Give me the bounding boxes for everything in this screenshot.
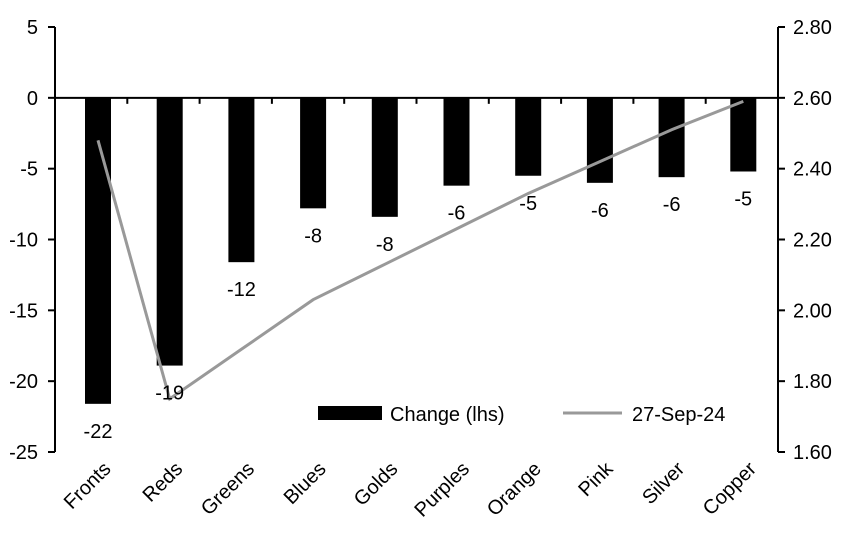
data-label: -8 <box>304 225 322 247</box>
left-tick-label: 0 <box>27 88 38 110</box>
bar-copper <box>730 97 757 172</box>
x-tick-label: Blues <box>280 458 331 509</box>
x-tick-label: Copper <box>699 458 761 520</box>
legend-bar-swatch <box>318 406 382 420</box>
right-tick-label: 2.80 <box>793 17 832 39</box>
right-tick-label: 2.00 <box>793 300 832 322</box>
left-tick-label: -20 <box>9 371 38 393</box>
right-tick-label: 2.60 <box>793 88 832 110</box>
x-tick-label: Fronts <box>60 458 116 514</box>
legend: Change (lhs) 27-Sep-24 <box>318 404 725 426</box>
bar-golds <box>371 97 398 217</box>
left-tick-label: -10 <box>9 230 38 252</box>
left-tick-label: -5 <box>20 159 38 181</box>
x-tick-label: Greens <box>197 458 259 520</box>
bar-blues <box>300 97 327 209</box>
x-tick-label: Reds <box>139 458 188 507</box>
left-tick-label: 5 <box>27 17 38 39</box>
bar-greens <box>228 97 255 263</box>
left-tick-label: -25 <box>9 442 38 464</box>
left-tick-label: -15 <box>9 300 38 322</box>
data-label: -8 <box>376 234 394 256</box>
bar-silver <box>658 97 685 178</box>
legend-bar-label: Change (lhs) <box>390 404 505 426</box>
data-label: -6 <box>663 194 681 216</box>
bar-purples <box>443 97 470 186</box>
data-label: -6 <box>448 203 466 225</box>
x-tick-label: Golds <box>350 458 403 511</box>
legend-line-label: 27-Sep-24 <box>632 404 725 426</box>
x-tick-label: Orange <box>483 458 546 521</box>
x-tick-label: Purples <box>411 458 475 522</box>
bar-pink <box>586 97 613 183</box>
bar-orange <box>515 97 542 176</box>
data-label: -12 <box>227 279 256 301</box>
data-label: -6 <box>591 200 609 222</box>
data-label: -5 <box>519 193 537 215</box>
data-label: -22 <box>84 421 113 443</box>
right-tick-label: 2.20 <box>793 230 832 252</box>
bar-fronts <box>85 97 111 404</box>
x-tick-label: Pink <box>574 457 618 501</box>
line-series-27-sep-24 <box>96 99 744 402</box>
right-tick-label: 2.40 <box>793 159 832 181</box>
data-label: -5 <box>734 189 752 211</box>
data-label: -19 <box>155 383 184 405</box>
bar-reds <box>156 97 183 366</box>
x-tick-label: Silver <box>638 458 689 509</box>
right-tick-label: 1.60 <box>793 442 832 464</box>
right-tick-label: 1.80 <box>793 371 832 393</box>
